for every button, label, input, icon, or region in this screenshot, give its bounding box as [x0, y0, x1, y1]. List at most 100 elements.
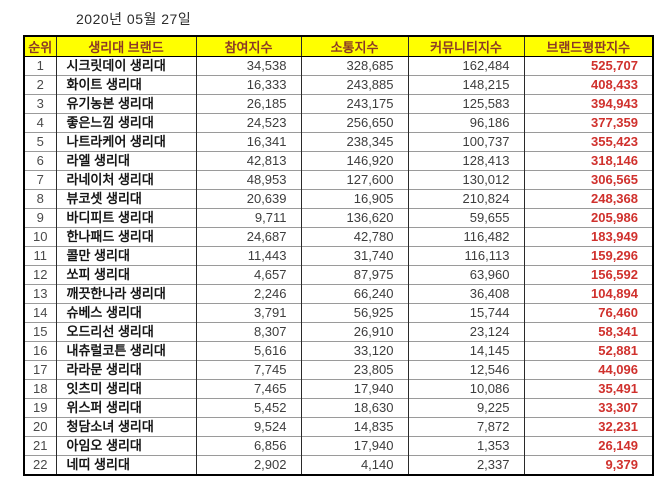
cell-communication: 17,940 — [300, 379, 408, 399]
cell-community: 59,655 — [407, 208, 524, 228]
report-date: 2020년 05월 27일 — [76, 11, 192, 27]
cell-communication: 18,630 — [300, 398, 408, 418]
table-row: 16 내츄럴코튼 생리대 5,616 33,120 14,145 52,881 — [24, 341, 653, 361]
cell-participation: 9,711 — [195, 208, 301, 228]
cell-reputation: 156,592 — [523, 265, 653, 285]
cell-reputation: 44,096 — [523, 360, 653, 380]
cell-communication: 4,140 — [300, 455, 408, 475]
cell-reputation: 377,359 — [523, 113, 653, 133]
cell-reputation: 35,491 — [523, 379, 653, 399]
cell-rank: 1 — [36, 58, 44, 73]
cell-rank: 20 — [24, 417, 56, 437]
table-row: 13 깨끗한나라 생리대 2,246 66,240 36,408 104,894 — [24, 284, 653, 304]
cell-community: 125,583 — [407, 94, 524, 114]
cell-community: 9,225 — [407, 398, 524, 418]
cell-participation: 26,185 — [195, 94, 301, 114]
cell-participation: 48,953 — [195, 170, 301, 190]
cell-reputation: 32,231 — [523, 417, 653, 437]
col-header-communication: 소통지수 — [300, 36, 408, 57]
cell-communication: 256,650 — [300, 113, 408, 133]
cell-reputation: 26,149 — [523, 436, 653, 456]
cell-rank: 4 — [24, 113, 56, 133]
cell-participation: 16,341 — [195, 132, 301, 152]
cell-participation: 3,791 — [195, 303, 301, 323]
cell-participation: 2,246 — [195, 284, 301, 304]
cell-community: 10,086 — [407, 379, 524, 399]
cell-participation: 24,687 — [195, 227, 301, 247]
cell-communication: 17,940 — [300, 436, 408, 456]
cell-participation: 2,902 — [195, 455, 301, 475]
cell-communication: 26,910 — [300, 322, 408, 342]
cell-reputation: 9,379 — [523, 455, 653, 475]
table-row: 19 위스퍼 생리대 5,452 18,630 9,225 33,307 — [24, 398, 653, 418]
cell-rank: 19 — [24, 398, 56, 418]
cell-reputation: 52,881 — [523, 341, 653, 361]
table-row: 12 쏘피 생리대 4,657 87,975 63,960 156,592 — [24, 265, 653, 285]
table-row: 14 슈베스 생리대 3,791 56,925 15,744 76,460 — [24, 303, 653, 323]
cell-communication: 87,975 — [300, 265, 408, 285]
cell-rank: 5 — [24, 132, 56, 152]
cell-communication: 42,780 — [300, 227, 408, 247]
cell-participation: 20,639 — [195, 189, 301, 209]
cell-reputation: 525,707 — [523, 56, 653, 76]
cell-communication: 136,620 — [300, 208, 408, 228]
cell-participation: 34,538 — [195, 56, 301, 76]
table-row: 11 콜만 생리대 11,443 31,740 116,113 159,296 — [24, 246, 653, 266]
col-header-community: 커뮤니티지수 — [407, 36, 524, 57]
cell-brand: 라라문 생리대 — [55, 360, 196, 380]
table-row: 6 라엘 생리대 42,813 146,920 128,413 318,146 — [24, 151, 653, 171]
cell-reputation: 248,368 — [523, 189, 653, 209]
table-row: 2 화이트 생리대 16,333 243,885 148,215 408,433 — [24, 75, 653, 95]
cell-community: 12,546 — [407, 360, 524, 380]
cell-rank: 6 — [24, 151, 56, 171]
cell-rank: 14 — [24, 303, 56, 323]
cell-community: 100,737 — [407, 132, 524, 152]
cell-brand: 나트라케어 생리대 — [55, 132, 196, 152]
cell-community: 1,353 — [407, 436, 524, 456]
cell-rank: 22 — [24, 455, 56, 475]
cell-reputation: 159,296 — [523, 246, 653, 266]
col-header-reputation: 브랜드평판지수 — [523, 36, 653, 57]
cell-community: 23,124 — [407, 322, 524, 342]
cell-communication: 66,240 — [300, 284, 408, 304]
cell-brand: 내츄럴코튼 생리대 — [55, 341, 196, 361]
cell-community: 2,337 — [407, 455, 524, 475]
cell-participation: 5,616 — [195, 341, 301, 361]
cell-community: 116,482 — [407, 227, 524, 247]
table-row: 9 바디피트 생리대 9,711 136,620 59,655 205,986 — [24, 208, 653, 228]
col-header-participation: 참여지수 — [195, 36, 301, 57]
cell-community: 14,145 — [407, 341, 524, 361]
cell-reputation: 394,943 — [523, 94, 653, 114]
cell-brand: 뷰코셋 생리대 — [55, 189, 196, 209]
cell-communication: 56,925 — [300, 303, 408, 323]
cell-rank: 2 — [24, 75, 56, 95]
table-row: 7 라네이처 생리대 48,953 127,600 130,012 306,56… — [24, 170, 653, 190]
cell-communication: 146,920 — [300, 151, 408, 171]
cell-brand: 콜만 생리대 — [55, 246, 196, 266]
cell-brand: 한나패드 생리대 — [55, 227, 196, 247]
brand-ranking-table: 순위 생리대 브랜드 참여지수 소통지수 커뮤니티지수 브랜드평판지수 1 시크… — [23, 35, 654, 476]
table-row: 8 뷰코셋 생리대 20,639 16,905 210,824 248,368 — [24, 189, 653, 209]
cell-participation: 7,465 — [195, 379, 301, 399]
cell-communication: 14,835 — [300, 417, 408, 437]
col-header-brand: 생리대 브랜드 — [55, 36, 196, 57]
cell-rank: 8 — [24, 189, 56, 209]
cell-communication: 23,805 — [300, 360, 408, 380]
cell-brand: 아임오 생리대 — [55, 436, 196, 456]
cell-community: 15,744 — [407, 303, 524, 323]
table-row: 22 네띠 생리대 2,902 4,140 2,337 9,379 — [24, 455, 653, 475]
cell-reputation: 33,307 — [523, 398, 653, 418]
cell-community: 210,824 — [407, 189, 524, 209]
cell-communication: 328,685 — [300, 56, 408, 76]
cell-reputation: 104,894 — [523, 284, 653, 304]
cell-community: 116,113 — [407, 246, 524, 266]
cell-rank: 3 — [24, 94, 56, 114]
cell-community: 63,960 — [407, 265, 524, 285]
table-row: 1 시크릿데이 생리대 34,538 328,685 162,484 525,7… — [24, 56, 653, 76]
table-row: 10 한나패드 생리대 24,687 42,780 116,482 183,94… — [24, 227, 653, 247]
table-row: 3 유기농본 생리대 26,185 243,175 125,583 394,94… — [24, 94, 653, 114]
cell-brand: 시크릿데이 생리대 — [55, 56, 196, 76]
header-row: 순위 생리대 브랜드 참여지수 소통지수 커뮤니티지수 브랜드평판지수 — [24, 36, 653, 57]
cell-brand: 바디피트 생리대 — [55, 208, 196, 228]
